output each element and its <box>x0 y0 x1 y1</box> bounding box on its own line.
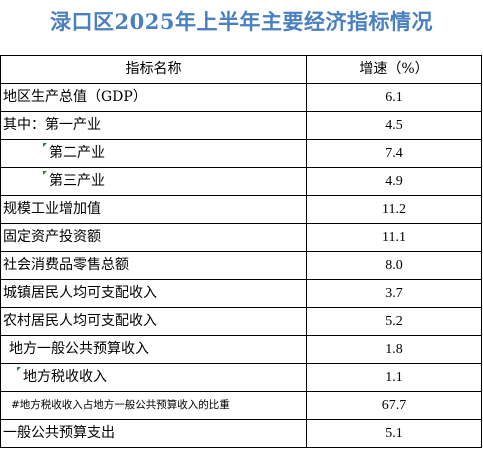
row-value: 1.1 <box>306 363 482 392</box>
table-row: 第二产业 7.4 <box>0 139 482 168</box>
cell-marker-icon <box>43 143 47 147</box>
table-row: 城镇居民人均可支配收入 3.7 <box>0 279 482 308</box>
cell-marker-icon <box>17 367 21 371</box>
row-value: 1.8 <box>306 335 482 364</box>
table-row: 地方税收收入 1.1 <box>0 363 482 392</box>
row-value: 11.2 <box>306 195 482 224</box>
row-value: 5.1 <box>306 419 482 448</box>
row-name: 地方税收收入 <box>0 363 307 392</box>
row-name: 地区生产总值（GDP） <box>0 83 307 112</box>
row-name: 社会消费品零售总额 <box>0 251 307 280</box>
row-name: 第二产业 <box>0 139 307 168</box>
table-row: 一般公共预算支出 5.1 <box>0 419 482 448</box>
table-row: 其中：第一产业 4.5 <box>0 111 482 140</box>
row-name: 其中：第一产业 <box>0 111 307 140</box>
table-row: 固定资产投资额 11.1 <box>0 223 482 252</box>
cell-marker-icon <box>43 171 47 175</box>
header-indicator-name: 指标名称 <box>0 55 307 84</box>
row-name-text: 第三产业 <box>49 173 105 189</box>
table-row: 地方一般公共预算收入 1.8 <box>0 335 482 364</box>
row-value: 6.1 <box>306 83 482 112</box>
table-row: 社会消费品零售总额 8.0 <box>0 251 482 280</box>
header-growth-rate: 增速（%） <box>306 55 482 84</box>
table-header-row: 指标名称 增速（%） <box>0 55 482 84</box>
row-name: 农村居民人均可支配收入 <box>0 307 307 336</box>
row-value: 8.0 <box>306 251 482 280</box>
table-row: 农村居民人均可支配收入 5.2 <box>0 307 482 336</box>
row-value: 4.9 <box>306 167 482 196</box>
table-row: 第三产业 4.9 <box>0 167 482 196</box>
indicator-table: 指标名称 增速（%） 地区生产总值（GDP） 6.1 其中：第一产业 4.5 第… <box>0 55 482 448</box>
row-value: 5.2 <box>306 307 482 336</box>
row-name: 规模工业增加值 <box>0 195 307 224</box>
page-title: 渌口区2025年上半年主要经济指标情况 <box>50 9 433 34</box>
table-row: 规模工业增加值 11.2 <box>0 195 482 224</box>
row-name: 一般公共预算支出 <box>0 419 307 448</box>
row-name: #地方税收收入占地方一般公共预算收入的比重 <box>0 391 307 420</box>
row-name-text: 第二产业 <box>49 145 105 161</box>
row-name-text: 地方税收收入 <box>23 369 107 385</box>
row-name: 地方一般公共预算收入 <box>0 335 307 364</box>
row-value: 3.7 <box>306 279 482 308</box>
row-value: 4.5 <box>306 111 482 140</box>
row-name: 固定资产投资额 <box>0 223 307 252</box>
row-name: 城镇居民人均可支配收入 <box>0 279 307 308</box>
row-name: 第三产业 <box>0 167 307 196</box>
row-value: 67.7 <box>306 391 482 420</box>
row-value: 7.4 <box>306 139 482 168</box>
row-value: 11.1 <box>306 223 482 252</box>
table-row: #地方税收收入占地方一般公共预算收入的比重 67.7 <box>0 391 482 420</box>
table-row: 地区生产总值（GDP） 6.1 <box>0 83 482 112</box>
